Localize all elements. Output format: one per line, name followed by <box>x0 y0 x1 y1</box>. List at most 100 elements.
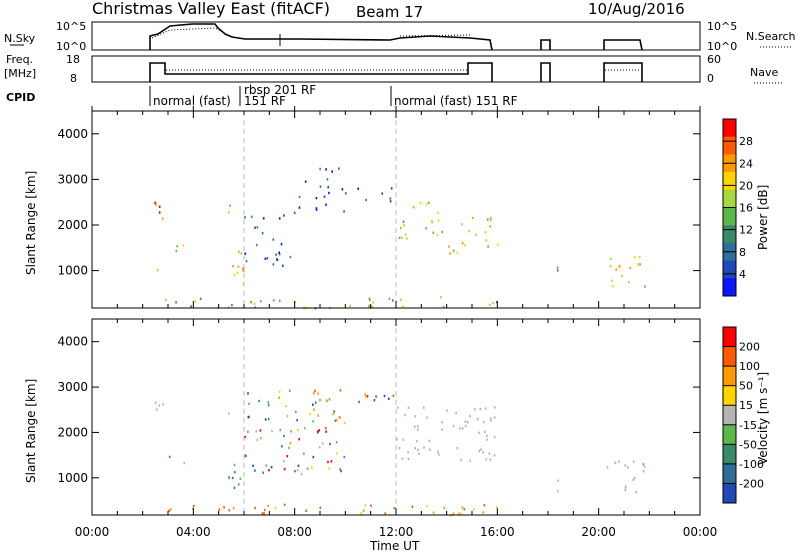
velocity-scatter-cell <box>298 438 300 441</box>
velocity-colorbar-tick-label: 100 <box>739 360 760 373</box>
velocity-scatter-cell <box>168 455 171 459</box>
velocity-scatter-cell <box>393 507 396 510</box>
power-scatter-cell <box>388 297 391 300</box>
velocity-scatter-cell <box>423 446 425 449</box>
velocity-scatter-cell <box>317 414 319 417</box>
power-scatter-cell <box>294 300 296 304</box>
power-scatter-cell <box>272 299 275 302</box>
power-y-tick-label: 1000 <box>57 264 88 278</box>
power-scatter-cell <box>231 304 233 307</box>
power-scatter-cell <box>244 252 247 255</box>
velocity-scatter-cell <box>632 478 634 481</box>
velocity-scatter-cell <box>283 468 286 471</box>
velocity-scatter-cell <box>262 471 264 474</box>
power-colorbar-tick-label: 8 <box>739 246 746 259</box>
velocity-scatter-cell <box>336 452 338 455</box>
velocity-scatter-cell <box>265 464 268 467</box>
velocity-scatter-cell <box>218 508 221 511</box>
power-scatter-cell <box>485 239 488 242</box>
power-scatter-cell <box>343 210 345 213</box>
power-scatter-cell <box>245 260 248 263</box>
power-scatter-cell <box>487 245 489 248</box>
time-tick-label: 20:00 <box>581 525 616 539</box>
velocity-scatter-cell <box>308 412 311 416</box>
velocity-scatter-cell <box>334 419 337 422</box>
power-scatter-cell <box>638 255 641 259</box>
nsky-label: N.Sky <box>4 32 36 45</box>
power-axes: 1000 2000 3000 4000 <box>57 111 701 308</box>
velocity-scatter-cell <box>627 466 629 469</box>
power-scatter-cell <box>325 168 327 171</box>
power-scatter-cell <box>392 299 394 302</box>
velocity-scatter-cell <box>414 447 416 450</box>
velocity-scatter-cell <box>234 471 236 474</box>
velocity-scatter-cell <box>461 427 464 430</box>
cpid-segment-rbsp: rbsp 201 RF <box>244 83 316 97</box>
velocity-colorbar: 200 100 50 15 -15 -50 -100 -200 <box>722 326 764 504</box>
power-scatter-cell <box>398 236 401 240</box>
freq-label-line2: [MHz] <box>4 67 36 80</box>
velocity-colorbar-segment <box>723 483 736 504</box>
velocity-scatter-cell <box>396 438 398 441</box>
velocity-scatter-cell <box>416 440 418 443</box>
beam-label: Beam 17 <box>356 3 423 21</box>
time-tick-label: 04:00 <box>176 525 211 539</box>
power-scatter-cell <box>276 258 279 261</box>
power-scatter-cell <box>368 298 371 301</box>
power-scatter-cell <box>349 304 351 307</box>
velocity-scatter-cell <box>256 438 259 442</box>
velocity-scatter-cell <box>296 469 299 472</box>
velocity-scatter-cell <box>407 406 410 409</box>
velocity-scatter-cell <box>339 468 341 471</box>
power-scatter-cell <box>278 217 281 220</box>
velocity-scatter-cell <box>297 428 299 432</box>
power-scatter-cell <box>298 195 301 199</box>
power-scatter-cell <box>368 296 370 300</box>
power-scatter-cell <box>437 219 440 222</box>
velocity-scatter-cell <box>407 451 409 454</box>
velocity-scatter-cell <box>633 476 636 480</box>
velocity-scatter-cell <box>478 431 480 434</box>
power-scatter-cell <box>237 265 240 268</box>
power-scatter-cell <box>487 218 489 221</box>
power-scatter-cell <box>610 279 613 282</box>
nsky-tick-bottom: 10^0 <box>56 40 86 53</box>
velocity-scatter-cell <box>278 390 281 393</box>
velocity-scatter-cell <box>383 394 386 398</box>
velocity-scatter-cell <box>259 429 262 432</box>
velocity-scatter-cell <box>162 403 164 406</box>
velocity-scatter-cell <box>469 414 471 418</box>
power-scatter-cell <box>250 300 252 304</box>
velocity-y-tick-label: 2000 <box>57 425 88 439</box>
power-scatter-cell <box>262 217 265 220</box>
velocity-axes: 1000 2000 3000 4000 <box>57 319 701 515</box>
power-scatter-cell <box>244 216 246 219</box>
velocity-scatter-cell <box>248 402 250 405</box>
velocity-scatter-cell <box>319 506 322 509</box>
power-scatter-cell <box>272 238 275 241</box>
velocity-scatter-cell <box>466 421 469 424</box>
velocity-scatter-cell <box>624 488 627 492</box>
power-scatter-cell <box>609 264 612 268</box>
velocity-scatter-cell <box>458 512 460 515</box>
power-scatter-cell <box>176 245 179 248</box>
velocity-scatter-cell <box>464 420 467 423</box>
velocity-scatter-cell <box>193 504 195 508</box>
nsky-tick-top: 10^5 <box>56 20 86 33</box>
velocity-panel: 1000 2000 3000 4000 Slant Range [km] 200 100… <box>24 318 770 517</box>
cpid-segment-normal: normal (fast) <box>153 94 231 108</box>
velocity-scatter-cell <box>338 416 341 419</box>
velocity-scatter-cell <box>170 508 172 511</box>
power-scatter-cell <box>425 227 427 230</box>
velocity-scatter-cell <box>493 416 496 419</box>
power-scatter-cell <box>338 167 340 170</box>
velocity-scatter-cell <box>392 394 395 397</box>
velocity-scatter-cell <box>267 404 270 407</box>
velocity-scatter-cell <box>443 506 445 510</box>
velocity-scatter-cell <box>183 461 186 465</box>
power-scatter-cell <box>425 203 428 206</box>
power-scatter-cell <box>475 233 477 236</box>
velocity-scatter-cell <box>267 417 270 421</box>
velocity-scatter-cell <box>227 412 230 415</box>
